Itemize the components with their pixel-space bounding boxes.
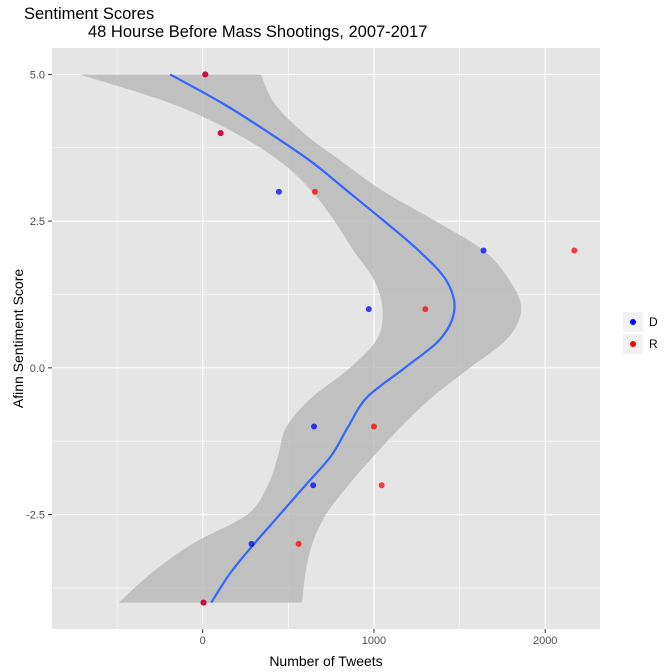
y-tick-label: -2.5 — [26, 510, 45, 522]
data-point-r — [295, 540, 302, 547]
chart-title: Sentiment Scores — [24, 5, 155, 23]
data-point-d — [275, 188, 282, 195]
data-point-r — [200, 599, 207, 606]
x-tick-label: 1000 — [362, 635, 386, 647]
y-tick-label: 2.5 — [30, 216, 45, 228]
legend-marker-d — [630, 319, 636, 325]
smooth-line — [169, 73, 456, 604]
data-point-d — [365, 306, 372, 313]
y-axis-title: Afinn Sentiment Score — [10, 269, 26, 409]
legend-label-r: R — [649, 337, 658, 351]
data-point-r — [311, 188, 318, 195]
data-point-d — [310, 482, 317, 489]
y-axis: 5.0 2.5 0.0 -2.5 — [26, 69, 52, 522]
plot-panel — [52, 48, 600, 629]
data-point-r — [378, 482, 385, 489]
data-point-d — [480, 247, 487, 254]
data-point-r — [422, 306, 429, 313]
data-point-d — [248, 540, 255, 547]
data-point-d — [311, 423, 318, 430]
data-point-r — [571, 247, 578, 254]
data-point-r — [217, 130, 224, 137]
x-tick-label: 0 — [200, 635, 206, 647]
legend-label-d: D — [649, 315, 658, 329]
legend: DR — [623, 312, 658, 354]
data-point-r — [370, 423, 377, 430]
chart-subtitle: 48 Hourse Before Mass Shootings, 2007-20… — [88, 23, 428, 41]
data-point-r — [202, 71, 209, 78]
legend-marker-r — [630, 341, 636, 347]
x-tick-label: 2000 — [533, 635, 557, 647]
data-points — [200, 71, 578, 606]
grid-major — [52, 48, 600, 629]
y-tick-label: 5.0 — [30, 69, 45, 81]
x-axis-title: Number of Tweets — [269, 653, 382, 669]
x-axis: 0 1000 2000 — [200, 629, 557, 647]
y-tick-label: 0.0 — [30, 363, 45, 375]
confidence-ribbon — [79, 74, 522, 603]
